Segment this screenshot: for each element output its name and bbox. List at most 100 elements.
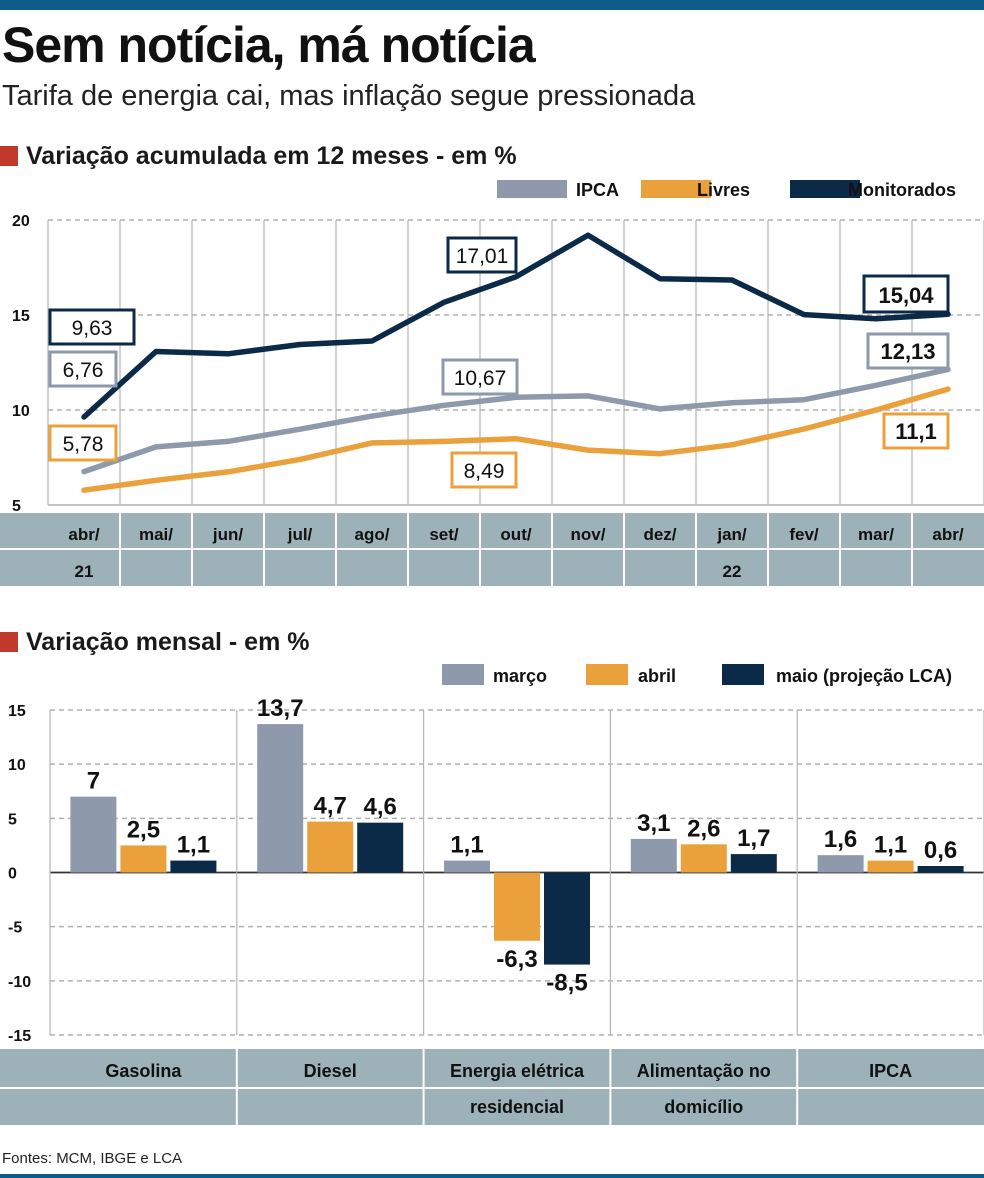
line-annotation-box [862, 274, 950, 314]
line-month-band [0, 513, 984, 548]
page-title: Sem notícia, má notícia [2, 17, 536, 73]
bar-category-label: residencial [470, 1097, 564, 1117]
line-annotation-box [48, 424, 118, 462]
line-annotation-label: 10,67 [454, 367, 507, 390]
bar-legend-swatch [722, 664, 764, 685]
bar-legend-swatch [586, 664, 628, 685]
bar-abril [680, 844, 727, 873]
line-x-tick-label: dez/ [643, 525, 676, 544]
bar-maio [544, 872, 590, 965]
bar-chart-heading: Variação mensal - em % [0, 628, 309, 657]
bar-data-label: 0,6 [924, 837, 957, 864]
line-annotation-label: 6,76 [63, 359, 104, 382]
bar-data-label: 2,5 [127, 816, 160, 843]
bar-y-tick-label: 5 [8, 811, 17, 828]
bar-data-label: 1,1 [450, 832, 483, 859]
bar-maio [917, 866, 964, 873]
line-x-tick-label: fev/ [789, 525, 819, 544]
line-series-monitorados [81, 232, 951, 420]
section-marker [0, 146, 18, 166]
bar-y-tick-label: 0 [8, 866, 17, 883]
bar-abril [494, 872, 540, 941]
line-annotation-box [882, 412, 950, 450]
bar-maio [357, 822, 404, 873]
line-annotation-label: 9,63 [72, 317, 113, 340]
line-x-tick-label: mar/ [858, 525, 894, 544]
bar-data-label: 1,1 [177, 832, 210, 859]
line-y-tick-label: 10 [12, 403, 30, 420]
bar-legend-label: abril [638, 666, 676, 686]
line-legend-label: IPCA [576, 180, 619, 200]
line-x-tick-label: jun/ [212, 525, 243, 544]
line-y-tick-label: 5 [12, 498, 21, 515]
line-annotation-box [48, 350, 118, 388]
bar-data-label: 4,6 [364, 794, 397, 821]
line-annotation-box [866, 332, 950, 370]
line-y-tick-label: 15 [12, 308, 30, 325]
page-subtitle: Tarifa de energia cai, mas inflação segu… [2, 80, 696, 112]
bar-marco [817, 855, 864, 873]
bar-category-band [0, 1049, 984, 1087]
bar-data-label: -8,5 [546, 970, 587, 997]
bar-maio [170, 860, 217, 873]
bar-chart-title: Variação mensal - em % [26, 628, 310, 656]
bar-maio [730, 854, 777, 873]
bar-category-label: IPCA [869, 1061, 912, 1081]
top-bar [0, 0, 984, 10]
line-legend-swatch [790, 180, 860, 198]
bar-category-band-2 [0, 1089, 984, 1125]
line-x-tick-label: nov/ [571, 525, 606, 544]
line-annotation-box [48, 308, 136, 346]
bar-abril [867, 860, 914, 873]
line-x-tick-label: jan/ [716, 525, 747, 544]
bar-y-tick-label: -15 [8, 1028, 31, 1045]
bar-marco [257, 724, 304, 873]
line-y-tick-label: 20 [12, 213, 30, 230]
line-year-label: 22 [723, 562, 742, 581]
line-chart-title: Variação acumulada em 12 meses - em % [26, 142, 517, 170]
line-legend-label: Livres [697, 180, 750, 200]
line-legend-label: Monitorados [848, 180, 956, 200]
line-x-tick-label: mai/ [139, 525, 173, 544]
bar-data-label: 1,1 [874, 832, 907, 859]
line-x-tick-label: abr/ [68, 525, 99, 544]
line-annotation-box [446, 236, 518, 274]
line-x-tick-label: abr/ [932, 525, 963, 544]
line-annotation-label: 12,13 [880, 339, 935, 364]
bar-marco [70, 796, 117, 873]
bar-data-label: 2,6 [687, 815, 720, 842]
line-annotation-label: 17,01 [456, 245, 509, 268]
bar-data-label: 7 [87, 768, 100, 795]
line-annotation-label: 15,04 [878, 283, 934, 308]
bar-legend-swatch [442, 664, 484, 685]
line-annotation-label: 5,78 [63, 433, 104, 456]
line-series-ipca [81, 366, 951, 475]
bar-category-label: domicílio [664, 1097, 743, 1117]
bar-abril [120, 845, 167, 873]
bar-category-label: Gasolina [105, 1061, 182, 1081]
line-x-tick-label: out/ [500, 525, 531, 544]
bar-data-label: 3,1 [637, 810, 670, 837]
line-legend-swatch [641, 180, 711, 198]
bar-marco [630, 838, 677, 873]
line-year-band [0, 550, 984, 586]
line-series-livres [81, 386, 951, 493]
bar-legend-label: março [493, 666, 547, 686]
bar-data-label: 4,7 [314, 793, 347, 820]
bar-legend-label: maio (projeção LCA) [776, 666, 952, 686]
bar-y-tick-label: -10 [8, 974, 31, 991]
bar-abril [307, 821, 354, 873]
line-annotation-label: 11,1 [895, 419, 937, 444]
line-legend-swatch [497, 180, 567, 198]
source-note: Fontes: MCM, IBGE e LCA [2, 1150, 183, 1167]
line-year-label: 21 [75, 562, 94, 581]
bar-category-label: Energia elétrica [450, 1061, 585, 1081]
line-x-tick-label: jul/ [287, 525, 313, 544]
section-marker [0, 632, 18, 652]
bar-data-label: 1,6 [824, 826, 857, 853]
bar-marco [444, 860, 490, 873]
bar-category-label: Alimentação no [637, 1061, 771, 1081]
bar-data-label: 13,7 [257, 695, 304, 722]
line-x-tick-label: set/ [429, 525, 459, 544]
